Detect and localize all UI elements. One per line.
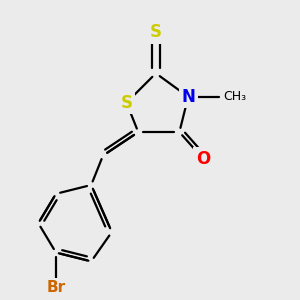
- Text: S: S: [150, 23, 162, 41]
- Text: O: O: [196, 149, 210, 167]
- Text: Br: Br: [46, 280, 65, 295]
- Text: N: N: [181, 88, 195, 106]
- Text: CH₃: CH₃: [224, 90, 247, 103]
- Text: S: S: [121, 94, 133, 112]
